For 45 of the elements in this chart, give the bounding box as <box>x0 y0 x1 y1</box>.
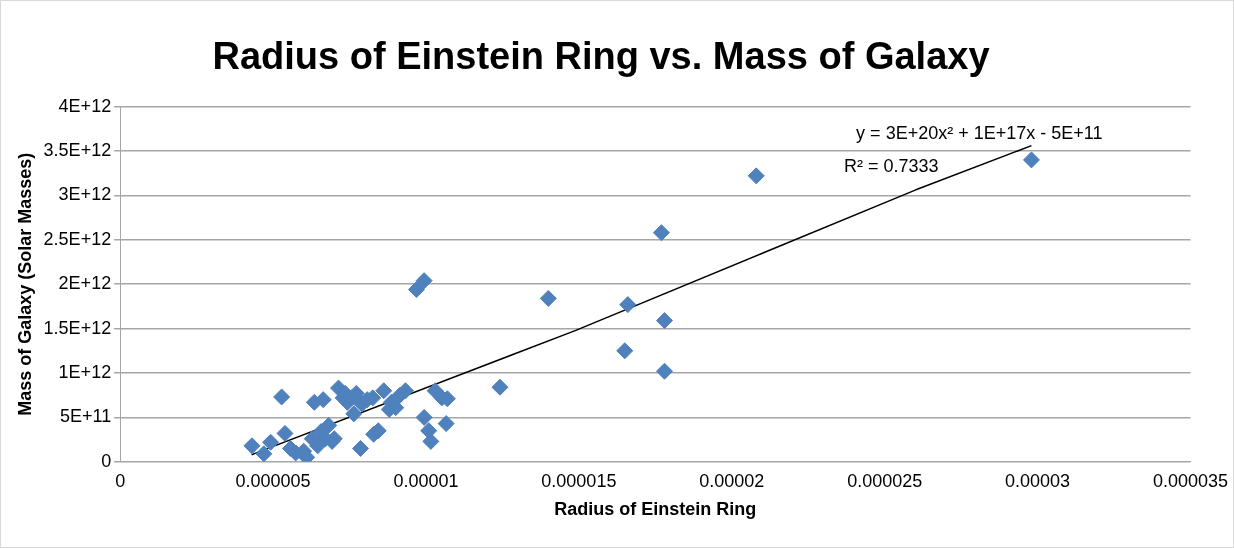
point <box>652 224 670 242</box>
y-tick-label: 0 <box>101 450 112 471</box>
point <box>655 312 673 330</box>
y-tick-label: 4E+12 <box>58 95 112 116</box>
point <box>273 388 291 406</box>
point <box>352 439 370 457</box>
y-tick-label: 1.5E+12 <box>43 317 112 338</box>
point <box>619 296 637 314</box>
x-axis-title: Radius of Einstein Ring <box>554 499 757 520</box>
point <box>415 408 433 426</box>
point <box>747 167 765 185</box>
point <box>655 362 673 380</box>
x-tick-label: 0.00002 <box>699 470 765 491</box>
x-tick-label: 0 <box>115 470 126 491</box>
point <box>276 424 294 442</box>
point <box>1022 151 1040 169</box>
x-tick-label: 0.000035 <box>1152 470 1228 491</box>
y-axis-title: Mass of Galaxy (Solar Masses) <box>14 152 35 416</box>
x-tick-label: 0.000025 <box>847 470 923 491</box>
point <box>437 415 455 433</box>
point <box>415 272 433 290</box>
y-tick-label: 3E+12 <box>58 184 112 205</box>
chart-title: Radius of Einstein Ring vs. Mass of Galaxy <box>212 35 990 78</box>
point <box>255 445 273 462</box>
point <box>345 405 363 423</box>
point <box>243 437 261 455</box>
point <box>491 378 509 396</box>
point <box>320 416 338 434</box>
x-tick-label: 0.00003 <box>1005 470 1071 491</box>
y-tick-label: 3.5E+12 <box>43 139 112 160</box>
y-tick-label: 5E+11 <box>59 406 112 427</box>
x-tick-label: 0.00001 <box>393 470 459 491</box>
point <box>616 342 634 360</box>
point <box>262 433 280 451</box>
point <box>375 382 393 400</box>
annotation: y = 3E+20x² + 1E+17x - 5E+11 <box>856 122 1103 143</box>
annotation: R² = 0.7333 <box>843 155 939 176</box>
x-tick-label: 0.000015 <box>541 470 617 491</box>
y-tick-label: 2.5E+12 <box>43 228 112 249</box>
point <box>422 432 440 450</box>
y-tick-label: 2E+12 <box>58 273 112 294</box>
point <box>407 281 425 299</box>
point <box>539 289 557 307</box>
y-tick-label: 1E+12 <box>58 361 112 382</box>
x-tick-label: 0.000005 <box>235 470 311 491</box>
